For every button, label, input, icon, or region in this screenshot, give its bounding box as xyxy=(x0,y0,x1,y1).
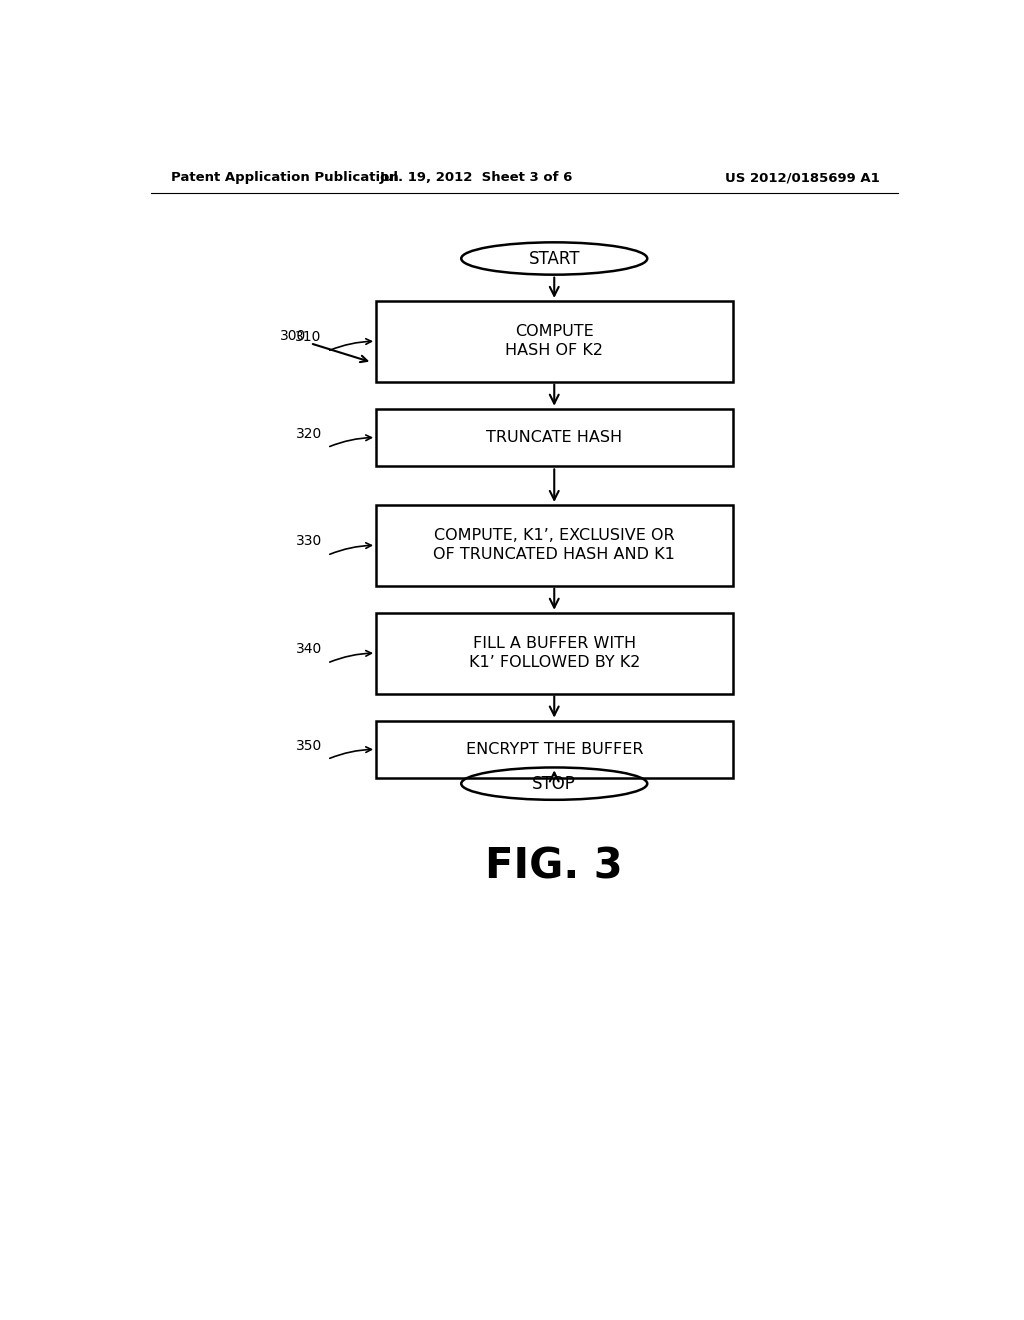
Text: 340: 340 xyxy=(296,643,322,656)
Text: FIG. 3: FIG. 3 xyxy=(485,846,624,888)
Text: 350: 350 xyxy=(296,738,322,752)
Text: TRUNCATE HASH: TRUNCATE HASH xyxy=(486,430,623,445)
Bar xyxy=(376,301,732,381)
Bar xyxy=(376,612,732,693)
Text: Patent Application Publication: Patent Application Publication xyxy=(171,172,398,185)
Text: 310: 310 xyxy=(295,330,322,345)
Text: STOP: STOP xyxy=(532,775,577,792)
Text: 330: 330 xyxy=(296,535,322,549)
Bar xyxy=(376,721,732,779)
Text: HASH OF K2: HASH OF K2 xyxy=(505,343,603,359)
Text: START: START xyxy=(528,249,580,268)
Text: FILL A BUFFER WITH: FILL A BUFFER WITH xyxy=(473,636,636,651)
Text: ENCRYPT THE BUFFER: ENCRYPT THE BUFFER xyxy=(466,742,643,756)
Text: COMPUTE: COMPUTE xyxy=(515,325,594,339)
Text: 300: 300 xyxy=(280,329,306,342)
Text: K1’ FOLLOWED BY K2: K1’ FOLLOWED BY K2 xyxy=(469,655,640,671)
Text: 320: 320 xyxy=(296,426,322,441)
Text: OF TRUNCATED HASH AND K1: OF TRUNCATED HASH AND K1 xyxy=(433,548,675,562)
Text: COMPUTE, K1’, EXCLUSIVE OR: COMPUTE, K1’, EXCLUSIVE OR xyxy=(434,528,675,544)
Bar xyxy=(376,506,732,586)
Text: Jul. 19, 2012  Sheet 3 of 6: Jul. 19, 2012 Sheet 3 of 6 xyxy=(380,172,573,185)
Text: US 2012/0185699 A1: US 2012/0185699 A1 xyxy=(725,172,880,185)
Bar xyxy=(376,409,732,466)
